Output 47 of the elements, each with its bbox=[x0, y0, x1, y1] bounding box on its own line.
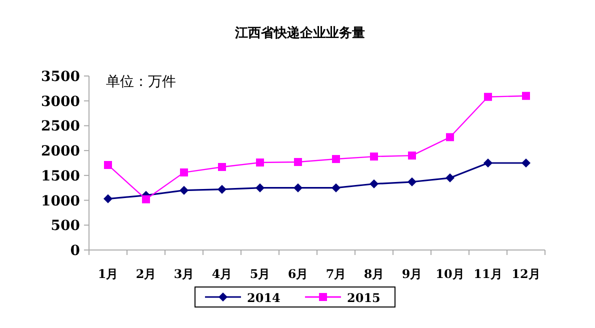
point bbox=[180, 186, 188, 195]
point bbox=[484, 92, 492, 101]
point bbox=[142, 195, 150, 204]
legend-label: 2015 bbox=[347, 291, 380, 305]
point bbox=[332, 183, 340, 192]
point bbox=[522, 92, 530, 100]
title: 江西省快递企业业务量 bbox=[235, 26, 365, 41]
point bbox=[522, 158, 530, 168]
y-tick-label: 3500 bbox=[41, 69, 80, 85]
point bbox=[446, 133, 454, 142]
y-tick-label: 2000 bbox=[41, 144, 80, 160]
x-tick-label: 3月 bbox=[174, 267, 194, 281]
x-tick-label: 11月 bbox=[474, 267, 502, 281]
point bbox=[408, 177, 416, 186]
point bbox=[370, 179, 378, 188]
point bbox=[408, 152, 416, 160]
point bbox=[370, 152, 378, 161]
x-tick-label: 1月 bbox=[98, 267, 118, 281]
x-tick-label: 5月 bbox=[250, 267, 270, 281]
y-tick-label: 2500 bbox=[41, 118, 80, 135]
x-tick-label: 8月 bbox=[364, 267, 384, 281]
y-tick-label: 1500 bbox=[41, 168, 80, 184]
point bbox=[104, 194, 112, 204]
x-tick-label: 10月 bbox=[436, 267, 464, 281]
point bbox=[446, 173, 454, 182]
annotation: 单位：万件 bbox=[106, 74, 176, 90]
point bbox=[332, 155, 340, 164]
legend-label: 2014 bbox=[247, 291, 280, 305]
y-tick-label: 1000 bbox=[41, 193, 80, 210]
x-tick-label: 9月 bbox=[402, 267, 422, 281]
x-tick-label: 12月 bbox=[512, 267, 540, 281]
point bbox=[180, 168, 188, 176]
x-tick-label: 4月 bbox=[212, 267, 232, 281]
y-tick-label: 500 bbox=[50, 218, 80, 234]
point bbox=[256, 158, 264, 167]
x-tick-label: 6月 bbox=[288, 267, 308, 281]
point bbox=[294, 183, 302, 192]
x-tick-label: 7月 bbox=[326, 267, 346, 281]
point bbox=[218, 162, 226, 171]
x-tick-label: 2月 bbox=[136, 267, 156, 281]
point bbox=[256, 183, 264, 192]
y-tick-label: 0 bbox=[70, 243, 80, 259]
y-tick-label: 3000 bbox=[41, 94, 80, 110]
point bbox=[104, 160, 112, 169]
point bbox=[484, 158, 492, 168]
point bbox=[294, 158, 302, 166]
point bbox=[218, 184, 226, 194]
